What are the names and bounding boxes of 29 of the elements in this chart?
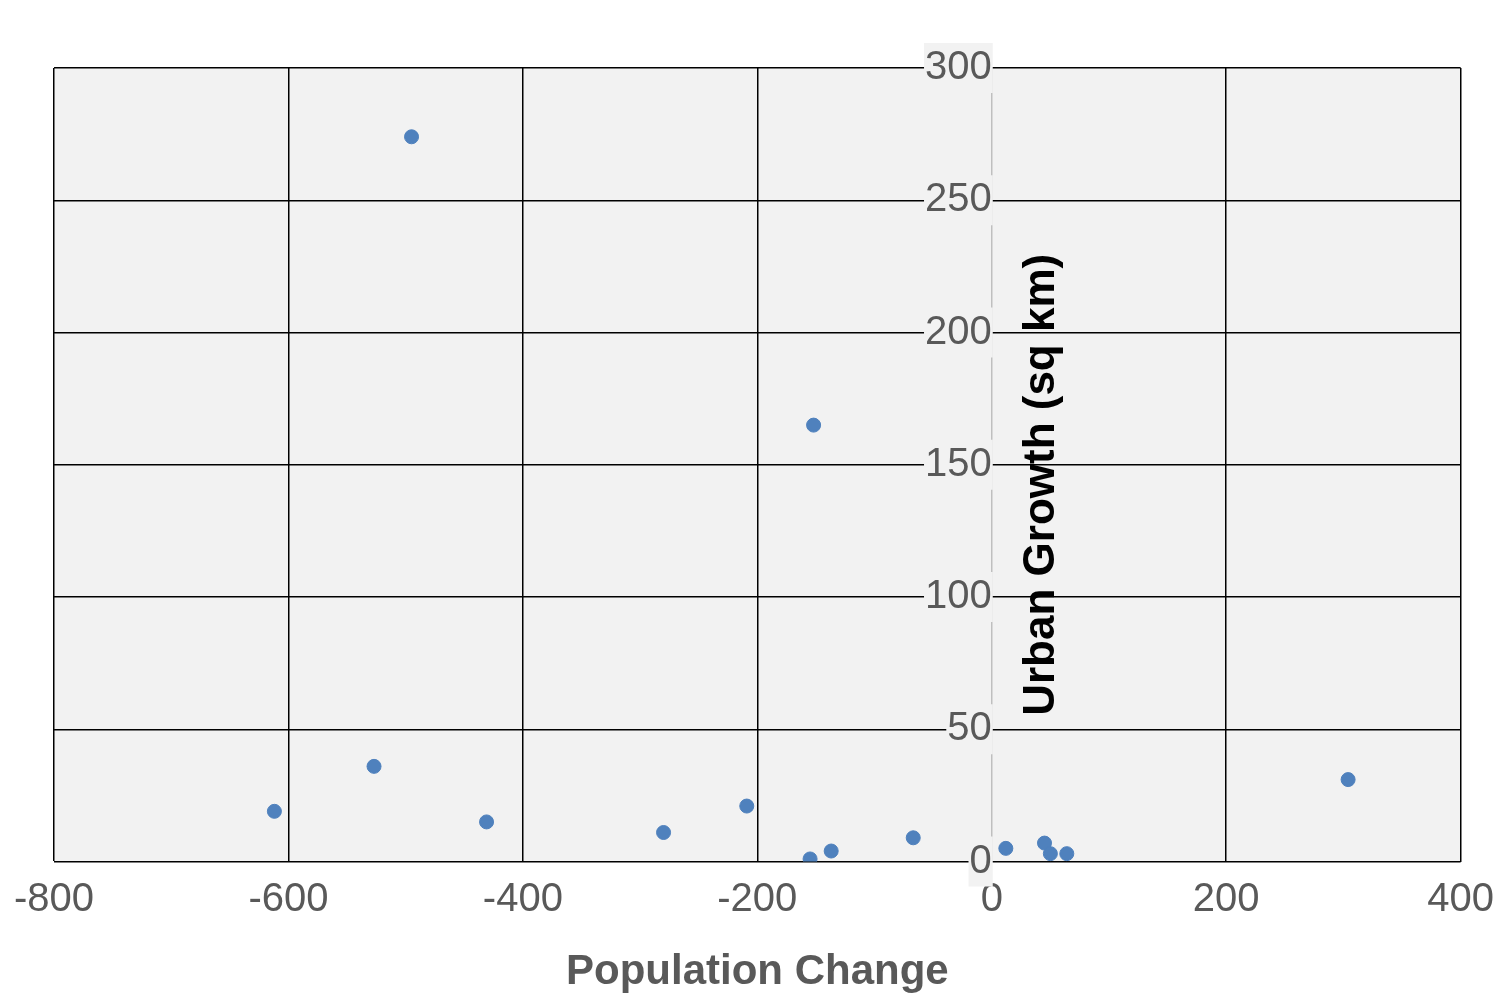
point	[266, 803, 282, 819]
x-axis-title: Population Change	[566, 946, 949, 994]
point	[905, 830, 921, 846]
point	[998, 840, 1014, 856]
point	[404, 129, 420, 145]
y-tick-label: 50	[947, 704, 992, 749]
point	[1042, 846, 1058, 862]
point	[1340, 772, 1356, 788]
x-tick-label: 400	[1427, 874, 1495, 919]
point	[366, 758, 382, 774]
x-tick-label: -600	[248, 874, 329, 919]
x-tick-label: -400	[482, 874, 563, 919]
y-axis-title: Urban Growth (sq km)	[1013, 253, 1063, 716]
point	[806, 417, 822, 433]
x-tick-label: -200	[717, 874, 798, 919]
point	[656, 825, 672, 840]
y-tick-label: 150	[925, 439, 992, 484]
point	[1059, 846, 1075, 862]
y-tick-label: 100	[925, 572, 992, 617]
x-tick-label: 200	[1192, 874, 1260, 919]
y-tick-label: 300	[925, 43, 992, 88]
x-tick-label: -800	[14, 874, 95, 919]
point	[479, 814, 495, 830]
y-tick-label: 0	[969, 836, 992, 881]
point	[1037, 835, 1053, 851]
y-tick-label: 200	[925, 307, 992, 352]
point	[823, 843, 839, 859]
point	[739, 798, 755, 814]
y-tick-label: 250	[925, 175, 992, 220]
